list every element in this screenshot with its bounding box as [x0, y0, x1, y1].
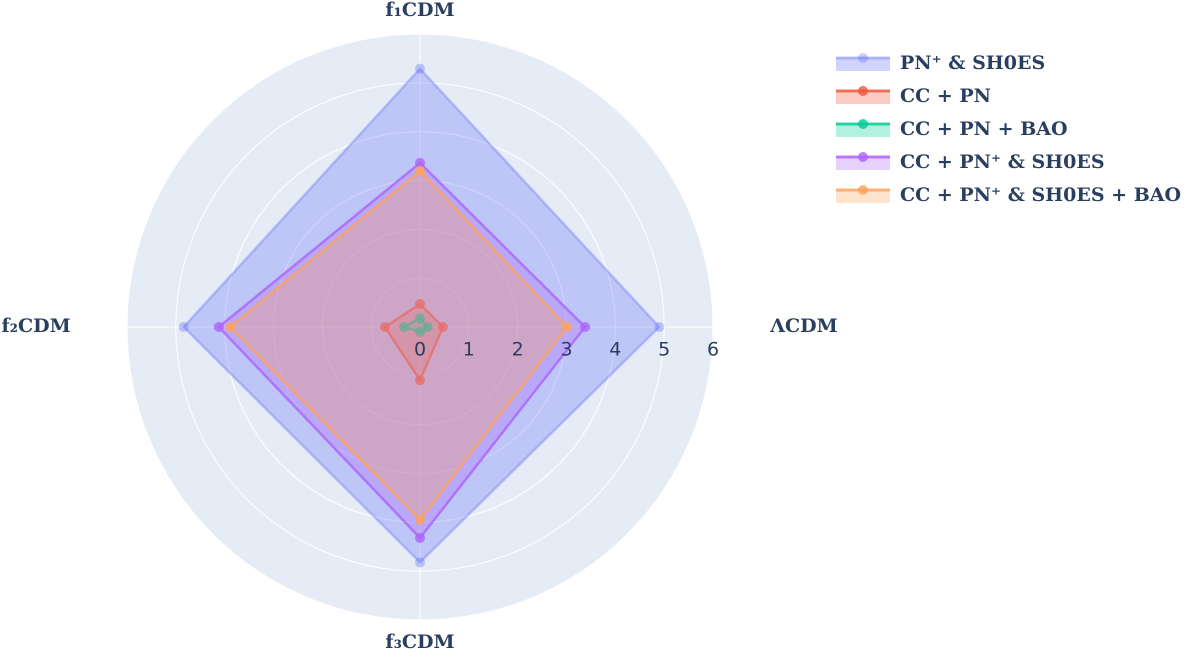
- legend-label: CC + PN: [900, 85, 991, 107]
- radial-tick-label: 2: [512, 339, 524, 361]
- series-point: [415, 532, 425, 543]
- legend-marker: [858, 185, 868, 195]
- series-point: [415, 326, 425, 337]
- series-point: [415, 63, 425, 74]
- legend-label: PN⁺ & SH0ES: [900, 52, 1045, 74]
- series-point: [415, 165, 425, 176]
- legend-label: CC + PN + BAO: [900, 118, 1068, 140]
- radial-tick-label: 0: [414, 339, 426, 361]
- legend-swatch: [836, 123, 890, 137]
- legend-label: CC + PN⁺ & SH0ES + BAO: [900, 184, 1181, 206]
- radial-tick-label: 1: [463, 339, 475, 361]
- series-point: [415, 514, 425, 525]
- series-point: [379, 322, 390, 332]
- series-point: [561, 322, 572, 332]
- radial-tick-label: 6: [707, 339, 719, 361]
- legend-marker: [858, 86, 868, 96]
- legend-marker: [858, 119, 868, 129]
- series-point: [415, 299, 425, 310]
- series-point: [415, 313, 425, 324]
- angular-label: f₂CDM: [1, 315, 70, 337]
- series-point: [398, 322, 409, 332]
- legend-swatch: [836, 189, 890, 203]
- series-point: [580, 322, 591, 332]
- series-point: [422, 322, 433, 332]
- angular-label: f₁CDM: [385, 0, 454, 21]
- series-point: [178, 322, 189, 332]
- legend-label: CC + PN⁺ & SH0ES: [900, 151, 1105, 173]
- angular-label: ΛCDM: [769, 315, 837, 337]
- series-point: [415, 375, 425, 386]
- series-point: [437, 322, 448, 332]
- series-point: [213, 322, 224, 332]
- radial-tick-label: 5: [658, 339, 670, 361]
- series-point: [415, 557, 425, 568]
- legend-swatch: [836, 90, 890, 104]
- series-point: [654, 322, 665, 332]
- legend-marker: [858, 53, 868, 63]
- legend-swatch: [836, 57, 890, 71]
- series-point: [225, 322, 236, 332]
- angular-label: f₃CDM: [385, 631, 454, 653]
- legend-marker: [858, 152, 868, 162]
- series-point: [415, 157, 425, 168]
- radial-tick-label: 3: [560, 339, 572, 361]
- legend-swatch: [836, 156, 890, 170]
- radial-tick-label: 4: [609, 339, 621, 361]
